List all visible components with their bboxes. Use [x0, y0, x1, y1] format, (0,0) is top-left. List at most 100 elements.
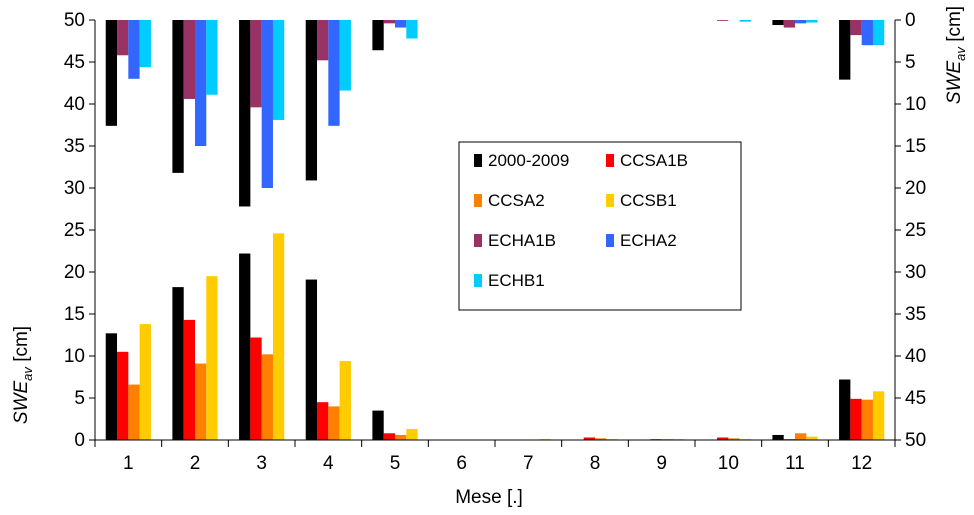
y2-axis-title-sub: av	[953, 46, 968, 61]
right-tick-label: 5	[905, 52, 916, 73]
right-y-ticks: 0 5 10 15 20 25 30 35 40 45 50	[895, 10, 926, 451]
bar-upper-2000-2009-12	[839, 20, 851, 80]
right-tick-label: 10	[905, 94, 926, 115]
bar-lower-2000-2009-2	[172, 287, 184, 440]
right-tick-label: 30	[905, 262, 926, 283]
x-tick-label: 4	[323, 453, 334, 474]
bar-lower-CCSA1B-8	[583, 437, 595, 440]
bar-lower-CCSB1-2	[206, 276, 218, 440]
bar-lower-CCSA2-8	[595, 438, 607, 440]
left-tick-label: 25	[64, 220, 85, 241]
bar-lower-CCSB1-12	[872, 391, 885, 440]
bar-lower-2000-2009-12	[839, 379, 851, 440]
bar-upper-ECHA1B-5	[383, 20, 395, 24]
left-tick-label: 5	[74, 388, 85, 409]
bar-upper-2000-2009-5	[372, 20, 384, 51]
bar-lower-CCSB1-11	[806, 436, 818, 440]
legend-swatch-ECHB1	[474, 274, 482, 287]
x-tick-label: 9	[656, 453, 667, 474]
bar-upper-ECHB1-11	[806, 20, 818, 23]
x-tick-label: 6	[456, 453, 467, 474]
legend: 2000-2009 CCSA1B CCSA2 CCSB1 ECHA1B ECHA2 ECHB…	[458, 141, 742, 311]
bar-lower-CCSA2-5	[395, 434, 407, 440]
bar-lower-2000-2009-5	[372, 410, 384, 440]
x-tick-label: 2	[190, 453, 201, 474]
bar-lower-CCSB1-4	[339, 361, 351, 440]
bar-lower-2000-2009-4	[305, 279, 318, 440]
bar-upper-2000-2009-4	[305, 20, 318, 181]
bar-upper-ECHB1-10	[739, 20, 751, 22]
bar-upper-ECHA1B-3	[250, 20, 262, 108]
bar-upper-ECHB1-3	[272, 20, 285, 120]
legend-swatch-2000-2009	[474, 154, 482, 167]
bar-lower-2000-2009-1	[105, 333, 118, 440]
upper-bars	[105, 20, 885, 207]
y-axis-title-sub: av	[20, 366, 35, 381]
legend-label-ECHA2: ECHA2	[620, 231, 677, 250]
left-tick-label: 15	[64, 304, 85, 325]
bar-upper-ECHA2-4	[328, 20, 340, 126]
bar-upper-ECHA1B-12	[850, 20, 862, 36]
left-tick-label: 45	[64, 52, 85, 73]
bar-lower-CCSA1B-1	[117, 351, 129, 440]
y2-axis-title: SWEav [cm]	[944, 6, 968, 104]
bar-upper-ECHA1B-1	[117, 20, 129, 56]
legend-label-ECHA1B: ECHA1B	[488, 231, 556, 250]
bar-lower-CCSA2-11	[795, 433, 807, 440]
y-axis-title-unit: [cm]	[11, 326, 32, 367]
y-axis-title: SWEav [cm]	[11, 326, 35, 424]
bar-lower-CCSA2-12	[861, 399, 873, 440]
bar-upper-ECHA2-11	[795, 20, 807, 24]
left-tick-label: 0	[74, 430, 85, 451]
legend-label-CCSA1B: CCSA1B	[620, 151, 688, 170]
bar-lower-CCSA1B-4	[317, 402, 329, 440]
bar-upper-ECHA2-2	[195, 20, 207, 146]
bar-lower-CCSB1-5	[406, 429, 418, 440]
x-tick-label: 3	[256, 453, 267, 474]
legend-box	[458, 141, 742, 311]
x-tick-label: 7	[523, 453, 534, 474]
bar-lower-CCSB1-3	[272, 233, 285, 440]
bar-lower-CCSA1B-5	[383, 433, 395, 440]
bar-lower-CCSA1B-12	[850, 398, 862, 440]
bar-upper-ECHA2-3	[261, 20, 273, 188]
bar-lower-CCSA2-4	[328, 406, 340, 440]
right-tick-label: 20	[905, 178, 926, 199]
x-ticks: 1 2 3 4 5 6 7 8 9 10 11 12	[94, 440, 896, 474]
left-tick-label: 35	[64, 136, 85, 157]
legend-label-CCSA2: CCSA2	[488, 191, 545, 210]
bar-upper-ECHB1-5	[406, 20, 418, 39]
bar-lower-CCSA2-2	[195, 363, 207, 440]
legend-label-ECHB1: ECHB1	[488, 271, 545, 290]
bar-upper-2000-2009-2	[172, 20, 184, 173]
right-tick-label: 40	[905, 346, 926, 367]
legend-label-2000-2009: 2000-2009	[488, 151, 569, 170]
legend-swatch-ECHA1B	[474, 234, 482, 247]
bar-upper-2000-2009-3	[239, 20, 251, 207]
bar-upper-ECHB1-2	[206, 20, 218, 95]
bar-upper-ECHA2-1	[128, 20, 140, 79]
bar-upper-ECHA2-12	[861, 20, 873, 46]
bar-upper-ECHA1B-4	[317, 20, 329, 61]
left-y-ticks: 0 5 10 15 20 25 30 35 40 45 50	[64, 10, 95, 451]
bar-lower-2000-2009-11	[772, 434, 784, 440]
right-tick-label: 15	[905, 136, 926, 157]
legend-label-CCSB1: CCSB1	[620, 191, 677, 210]
bar-upper-ECHA1B-11	[783, 20, 795, 28]
y2-axis-title-unit: [cm]	[944, 6, 965, 47]
x-tick-label: 8	[590, 453, 601, 474]
bar-upper-ECHB1-4	[339, 20, 351, 91]
right-tick-label: 35	[905, 304, 926, 325]
bar-lower-CCSA1B-10	[717, 437, 729, 440]
right-tick-label: 45	[905, 388, 926, 409]
y-axis-title-main: SWE	[11, 380, 32, 424]
x-tick-label: 5	[390, 453, 401, 474]
left-tick-label: 10	[64, 346, 85, 367]
bar-upper-2000-2009-1	[105, 20, 118, 126]
bar-upper-2000-2009-11	[772, 20, 784, 26]
legend-swatch-ECHA2	[606, 234, 614, 247]
y2-axis-title-main: SWE	[944, 60, 965, 104]
legend-swatch-CCSA1B	[606, 154, 614, 167]
left-tick-label: 20	[64, 262, 85, 283]
